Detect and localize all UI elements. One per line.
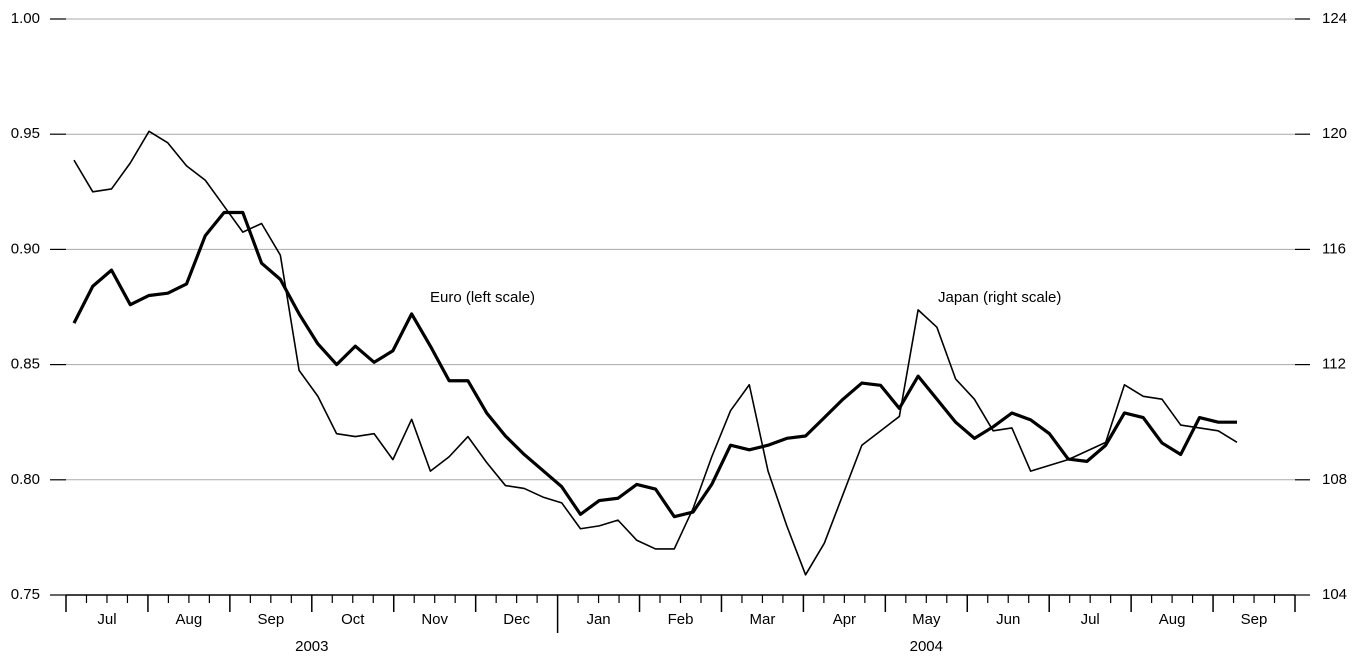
y2-tick-label: 120 (1322, 125, 1347, 142)
x-tick-label: Nov (421, 611, 448, 628)
x-tick-label: Jun (996, 611, 1020, 628)
x-tick-label: Dec (503, 611, 530, 628)
x-tick-label: Oct (341, 611, 365, 628)
series-line (72, 210, 1237, 519)
x-tick-label: Aug (1159, 611, 1186, 628)
x-tick-label: Aug (176, 611, 203, 628)
x-tick-label: Mar (750, 611, 776, 628)
y-tick-label: 0.95 (11, 125, 40, 142)
y2-tick-label: 116 (1322, 240, 1346, 257)
y-tick-label: 0.85 (11, 356, 40, 373)
series-line (73, 130, 1238, 576)
year-label: 2004 (910, 638, 943, 655)
x-tick-label: Sep (1241, 611, 1268, 628)
annotation: Japan (right scale) (938, 289, 1061, 306)
y2-tick-label: 108 (1322, 471, 1347, 488)
y2-tick-label: 112 (1322, 356, 1346, 373)
y-tick-label: 0.90 (11, 240, 40, 257)
x-tick-label: May (912, 611, 941, 628)
y-tick-label: 1.00 (11, 10, 40, 27)
annotation: Euro (left scale) (430, 289, 535, 306)
x-tick-label: Jul (1081, 611, 1100, 628)
y2-tick-label: 104 (1322, 586, 1347, 603)
x-tick-label: Jul (97, 611, 116, 628)
x-tick-label: Feb (668, 611, 694, 628)
y-tick-label: 0.75 (11, 586, 40, 603)
y2-tick-label: 124 (1322, 10, 1347, 27)
year-label: 2003 (295, 638, 328, 655)
x-tick-label: Apr (833, 611, 856, 628)
x-tick-label: Sep (257, 611, 284, 628)
x-tick-label: Jan (586, 611, 610, 628)
y-tick-label: 0.80 (11, 471, 40, 488)
